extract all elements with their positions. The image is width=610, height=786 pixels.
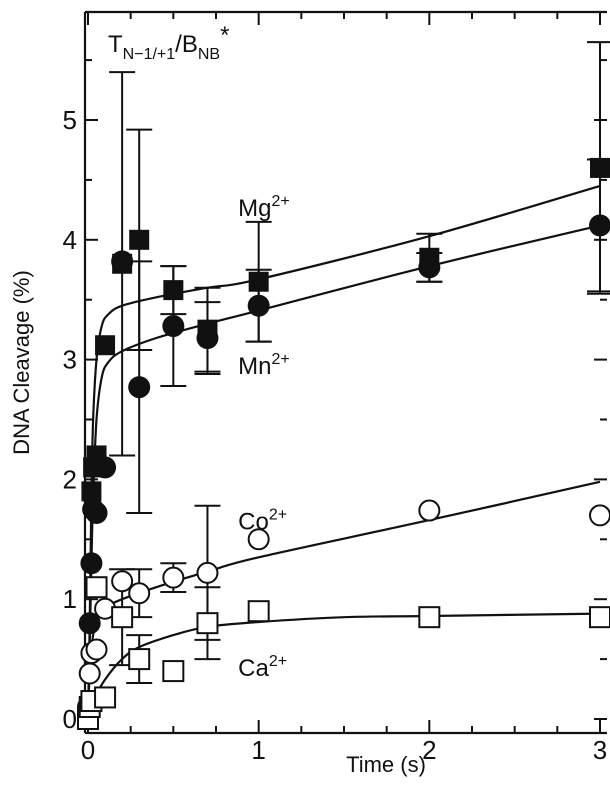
ca-data-point	[196, 612, 219, 635]
y-tick-label: 2	[63, 464, 77, 494]
mg-data-point	[95, 335, 116, 356]
mn-data-point	[196, 327, 219, 350]
mn-data-point	[128, 376, 151, 399]
y-tick-label: 5	[63, 105, 77, 135]
y-axis-title: DNA Cleavage (%)	[9, 270, 34, 455]
mn-data-point	[162, 315, 185, 338]
co-data-point	[128, 582, 151, 605]
mn-label-base: Mn	[238, 353, 271, 380]
mn-data-point	[78, 612, 101, 635]
co-data-point	[589, 504, 610, 527]
co-data-point	[196, 561, 219, 584]
ca-label-base: Ca	[238, 655, 269, 682]
ca-data-point	[247, 600, 270, 623]
y-tick-label: 0	[63, 704, 77, 734]
co-data-point	[85, 638, 108, 661]
x-tick-label: 2	[422, 735, 436, 765]
mg-data-point	[81, 481, 102, 502]
ca-data-point	[589, 606, 610, 629]
mg-data-point	[248, 271, 269, 292]
data-points	[77, 157, 610, 730]
inset-label-sub2: NB	[198, 46, 220, 63]
mn-series-label: Mn2+	[238, 351, 290, 380]
mg-label-charge: 2+	[272, 193, 290, 210]
mn-data-point	[589, 214, 610, 237]
co-data-point	[418, 499, 441, 522]
co-series-label: Co2+	[238, 507, 287, 536]
co-data-point	[162, 566, 185, 589]
co-data-point	[78, 662, 101, 685]
y-tick-label: 3	[63, 345, 77, 375]
inset-label-mid: /B	[175, 31, 198, 58]
x-tick-label: 0	[81, 735, 95, 765]
ca-data-point	[162, 660, 185, 683]
co-label-charge: 2+	[269, 507, 287, 524]
mg-data-point	[590, 157, 610, 178]
y-tick-label: 4	[63, 225, 77, 255]
co-fit-curve	[86, 480, 601, 720]
inset-label-tail: *	[220, 22, 229, 49]
ca-data-point	[418, 606, 441, 629]
mn-data-point	[111, 250, 134, 273]
mn-label-charge: 2+	[272, 351, 290, 368]
co-label-base: Co	[238, 509, 269, 536]
labels: Time (s) DNA Cleavage (%) TN−1/+1/BNB* M…	[9, 22, 426, 777]
inset-label: TN−1/+1/BNB*	[108, 22, 229, 63]
ca-label-charge: 2+	[269, 653, 287, 670]
ca-series-label: Ca2+	[238, 653, 287, 682]
error-bars	[109, 41, 610, 685]
mn-data-point	[418, 256, 441, 279]
mn-data-point	[80, 552, 103, 575]
ca-data-point	[128, 648, 151, 671]
inset-label-sub1: N−1/+1	[123, 46, 176, 63]
mg-label-base: Mg	[238, 195, 271, 222]
mn-data-point	[247, 294, 270, 317]
co-data-point	[111, 570, 134, 593]
mg-series-label: Mg2+	[238, 193, 290, 222]
mg-data-point	[129, 229, 150, 250]
y-tick-label: 1	[63, 584, 77, 614]
ca-data-point	[111, 606, 134, 629]
ca-data-point	[85, 576, 108, 599]
plot-frame	[83, 10, 607, 735]
x-axis-title: Time (s)	[346, 752, 426, 777]
co-data-point	[247, 528, 270, 551]
x-tick-label: 1	[251, 735, 265, 765]
x-tick-label: 3	[593, 735, 607, 765]
mn-data-point	[85, 501, 108, 524]
ca-data-point	[94, 686, 117, 709]
mn-data-point	[94, 456, 117, 479]
mg-data-point	[163, 280, 184, 301]
inset-label-base: T	[108, 31, 123, 58]
ca-fit-curve	[86, 612, 601, 720]
